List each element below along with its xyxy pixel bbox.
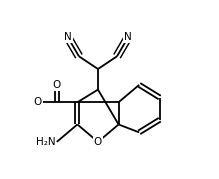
Text: O: O [53, 80, 61, 90]
Text: N: N [64, 32, 72, 42]
Text: H₂N: H₂N [35, 137, 55, 147]
Text: O: O [34, 97, 42, 107]
Text: N: N [124, 32, 132, 42]
Text: O: O [94, 137, 102, 147]
